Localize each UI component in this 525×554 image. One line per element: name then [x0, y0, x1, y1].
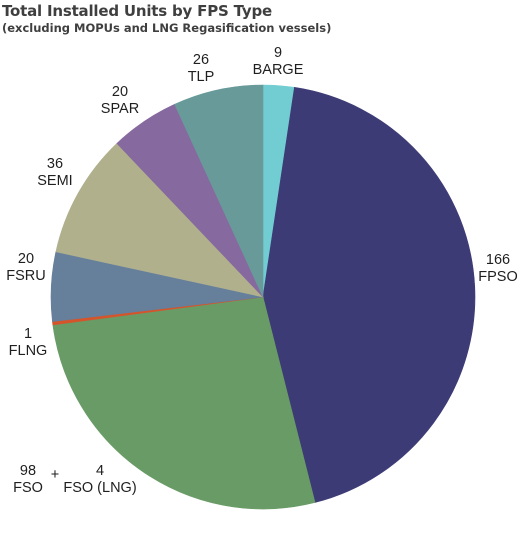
- pie-slice-tlp: [174, 84, 264, 298]
- data-label-value: 166: [486, 252, 510, 268]
- data-label-fso-lng: 4 FSO (LNG): [63, 463, 136, 496]
- data-label-spar: 20 SPAR: [101, 84, 139, 117]
- data-label-semi: 36 SEMI: [37, 156, 72, 189]
- data-label-value: 9: [274, 45, 282, 61]
- data-label-category: FSO: [13, 480, 43, 496]
- data-label-value: 26: [193, 52, 209, 68]
- pie-slices: [50, 84, 476, 510]
- data-label-flng: 1 FLNG: [9, 326, 48, 359]
- data-label-barge: 9 BARGE: [253, 45, 304, 78]
- data-label-value: 36: [47, 156, 63, 172]
- pie-slice-fpso: [262, 86, 476, 503]
- data-label-fsru: 20 FSRU: [6, 251, 45, 284]
- chart-title: Total Installed Units by FPS Type: [2, 2, 272, 20]
- data-label-category: FSRU: [6, 268, 45, 284]
- data-label-category: TLP: [188, 69, 215, 85]
- data-label-category: FLNG: [9, 343, 48, 359]
- data-label-value: 1: [24, 326, 32, 342]
- data-label-tlp: 26 TLP: [188, 52, 215, 85]
- data-label-fso: 98 FSO: [13, 463, 43, 496]
- chart-subtitle: (excluding MOPUs and LNG Regasification …: [2, 21, 332, 35]
- data-label-value: 20: [112, 84, 128, 100]
- pie-slice-semi: [55, 142, 264, 298]
- data-label-value: 4: [96, 463, 104, 479]
- data-label-value: 98: [20, 463, 36, 479]
- data-label-category: SPAR: [101, 101, 139, 117]
- data-label-value: 20: [18, 251, 34, 267]
- data-label-category: BARGE: [253, 62, 304, 78]
- data-label-fpso: 166 FPSO: [478, 252, 517, 285]
- data-label-category: SEMI: [37, 173, 72, 189]
- pie-slice-fso: [54, 296, 316, 510]
- plus-annotation: +: [51, 467, 59, 483]
- data-label-category: FPSO: [478, 269, 517, 285]
- data-label-category: FSO (LNG): [63, 480, 136, 496]
